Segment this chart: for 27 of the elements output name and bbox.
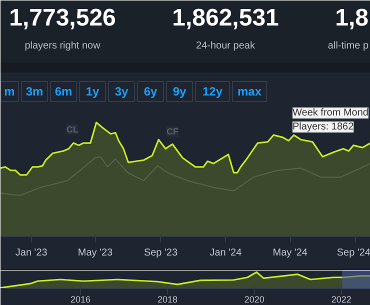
x-tick-label: Jan '23 [15,248,48,258]
text: m [4,84,15,98]
x-tick-label: Sep '24 [336,248,370,258]
text: 3y [114,84,128,98]
x-tick-label: 2022 [331,294,352,304]
annotation: Players: 1862 [292,122,354,132]
text: 1,8 [335,4,369,32]
text: 1,862,531 [172,4,279,32]
text: 24-hour peak [196,40,256,52]
text: 12y [202,84,223,98]
text: all-time p [328,40,369,52]
text: 1y [86,84,100,98]
text: 1,773,526 [9,4,116,32]
x-tick-label: 2020 [244,294,264,304]
text: Week from Mond [292,108,368,118]
text: players right now [24,40,102,52]
text: max [237,84,262,98]
x-tick-label: 2018 [157,294,178,304]
text: 6y [144,84,158,98]
x-tick-label: May '24 [272,248,308,258]
text: 3m [26,84,44,98]
x-tick-label: Sep '23 [144,248,178,258]
x-tick-label: May '23 [78,248,114,258]
text: 6m [54,84,72,98]
text: 9y [172,84,186,98]
x-tick-label: 2016 [70,294,91,304]
x-tick-label: Jan '24 [210,248,242,258]
